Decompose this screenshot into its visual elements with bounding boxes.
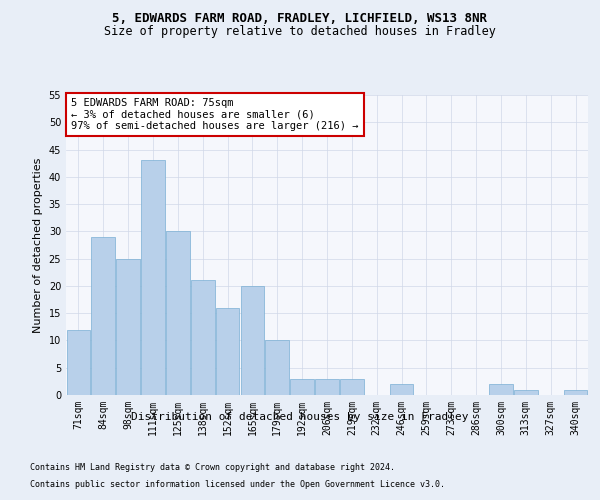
Bar	[191, 280, 215, 395]
Bar	[340, 378, 364, 395]
Bar	[216, 308, 239, 395]
Y-axis label: Number of detached properties: Number of detached properties	[33, 158, 43, 332]
Text: Contains public sector information licensed under the Open Government Licence v3: Contains public sector information licen…	[30, 480, 445, 489]
Bar	[67, 330, 90, 395]
Bar	[390, 384, 413, 395]
Bar	[265, 340, 289, 395]
Bar	[514, 390, 538, 395]
Bar	[91, 237, 115, 395]
Bar	[489, 384, 513, 395]
Text: Contains HM Land Registry data © Crown copyright and database right 2024.: Contains HM Land Registry data © Crown c…	[30, 464, 395, 472]
Bar	[116, 258, 140, 395]
Bar	[315, 378, 339, 395]
Text: Distribution of detached houses by size in Fradley: Distribution of detached houses by size …	[131, 412, 469, 422]
Bar	[290, 378, 314, 395]
Bar	[564, 390, 587, 395]
Bar	[141, 160, 165, 395]
Text: 5 EDWARDS FARM ROAD: 75sqm
← 3% of detached houses are smaller (6)
97% of semi-d: 5 EDWARDS FARM ROAD: 75sqm ← 3% of detac…	[71, 98, 359, 131]
Text: Size of property relative to detached houses in Fradley: Size of property relative to detached ho…	[104, 25, 496, 38]
Bar	[241, 286, 264, 395]
Text: 5, EDWARDS FARM ROAD, FRADLEY, LICHFIELD, WS13 8NR: 5, EDWARDS FARM ROAD, FRADLEY, LICHFIELD…	[113, 12, 487, 26]
Bar	[166, 232, 190, 395]
